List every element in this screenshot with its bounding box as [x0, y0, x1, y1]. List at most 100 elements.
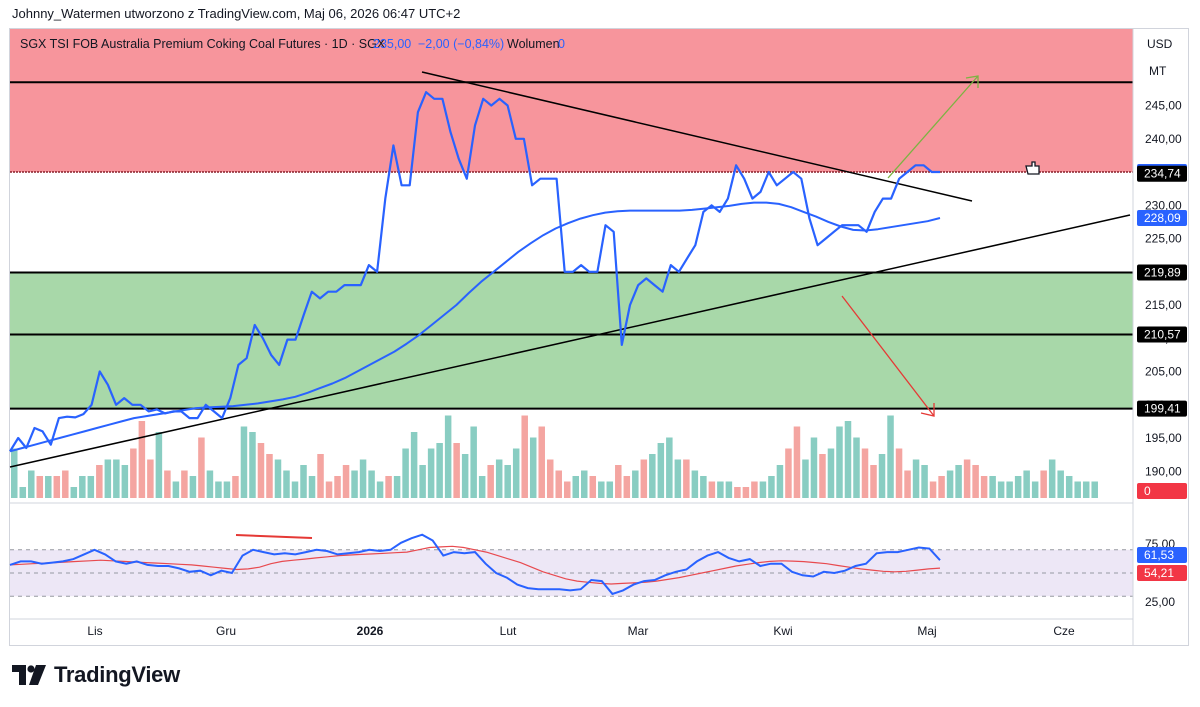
- volume-bar: [138, 421, 146, 498]
- volume-bar: [198, 437, 205, 498]
- volume-bar: [206, 470, 214, 498]
- volume-bar: [581, 470, 588, 498]
- volume-bar: [997, 481, 1005, 498]
- volume-bar: [172, 481, 180, 498]
- volume-bar: [1014, 476, 1022, 498]
- time-tick-label: Lut: [500, 624, 517, 638]
- up-arrow-line: [887, 75, 979, 179]
- volume-bar: [521, 415, 528, 498]
- volume-bar: [300, 465, 307, 498]
- volume-bar: [36, 476, 44, 498]
- volume-bar: [504, 465, 511, 498]
- volume-bar: [274, 459, 282, 498]
- rsi-ma-line[interactable]: [9, 545, 941, 585]
- volume-bar: [734, 487, 741, 498]
- volume-bar: [861, 448, 869, 498]
- tradingview-logo[interactable]: TradingView: [12, 662, 180, 688]
- volume-bar: [700, 476, 707, 498]
- volume-bar: [436, 443, 443, 498]
- level-price-label-bg: [1137, 400, 1187, 417]
- rsi-ma-latest-label: 54,21: [1144, 566, 1174, 580]
- cursor-hand-icon: [1025, 161, 1040, 175]
- volume-bar: [878, 454, 886, 498]
- ascending-trendline[interactable]: [9, 214, 1131, 468]
- volume-bar: [555, 470, 562, 498]
- volume-bar: [342, 465, 350, 498]
- volume-bar: [266, 454, 273, 498]
- volume-bar: [104, 459, 112, 498]
- volume-bar: [742, 487, 750, 498]
- volume-bar: [487, 465, 494, 498]
- volume-bar: [895, 448, 903, 498]
- price-tick-label: 225,00: [1145, 232, 1182, 246]
- volume-bar: [402, 448, 409, 498]
- volume-bar: [683, 459, 690, 498]
- ma-price-label-bg: [1137, 209, 1187, 226]
- volume-bar: [257, 443, 265, 498]
- rsi-line[interactable]: [9, 533, 941, 596]
- volume-bar: [495, 459, 503, 498]
- volume-bar: [827, 448, 835, 498]
- volume-bar: [640, 459, 648, 498]
- volume-bar: [164, 470, 171, 498]
- level-price-label: 199,41: [1144, 402, 1181, 416]
- price-tick-label: 215,00: [1145, 298, 1182, 312]
- down-arrow-head: [920, 403, 935, 417]
- down-arrow-line: [841, 295, 935, 417]
- chart-frame[interactable]: [9, 28, 1189, 646]
- volume-latest-label: 0: [1144, 484, 1151, 498]
- volume-bar: [938, 476, 945, 498]
- volume-bar: [972, 465, 979, 498]
- volume-bar: [1065, 476, 1073, 498]
- price-tick-label: 240,00: [1145, 132, 1182, 146]
- volume-bar: [444, 415, 452, 498]
- volume-bar: [1082, 481, 1090, 498]
- volume-bar: [79, 476, 86, 498]
- volume-bar: [1031, 481, 1039, 498]
- volume-bar: [376, 481, 384, 498]
- price-tick-label: 205,00: [1145, 365, 1182, 379]
- volume-bar: [325, 481, 333, 498]
- volume-bar: [955, 465, 962, 498]
- volume-bar: [708, 481, 716, 498]
- attribution-header: Johnny_Watermen utworzono z TradingView.…: [12, 6, 461, 21]
- currency-label[interactable]: USD: [1147, 37, 1173, 51]
- volume-bar: [980, 476, 988, 498]
- volume-bar: [963, 459, 971, 498]
- trendline-price-label-bg: [1137, 165, 1187, 182]
- time-tick-label: Mar: [628, 624, 649, 638]
- volume-bar: [563, 481, 571, 498]
- volume-bar: [904, 470, 911, 498]
- volume-bar: [19, 487, 27, 498]
- volume-bar: [385, 476, 392, 498]
- rsi-latest-label-bg: [1137, 547, 1187, 563]
- volume-bar: [1074, 481, 1081, 498]
- volume-bar: [70, 487, 78, 498]
- volume-bar: [427, 448, 435, 498]
- volume-bar: [96, 465, 103, 498]
- time-tick-label: Maj: [917, 624, 936, 638]
- volume-bar: [393, 476, 401, 498]
- volume-bar: [887, 415, 894, 498]
- time-tick-label: 2026: [357, 624, 384, 638]
- volume-bar: [419, 465, 426, 498]
- volume-bar: [785, 448, 792, 498]
- level-price-label: 219,89: [1144, 265, 1181, 279]
- volume-bar: [1057, 470, 1064, 498]
- level-price-label-bg: [1137, 264, 1187, 281]
- volume-bar: [87, 476, 95, 498]
- volume-bar: [62, 470, 69, 498]
- descending-trendline[interactable]: [421, 71, 973, 202]
- time-tick-label: Kwi: [773, 624, 792, 638]
- moving-average-line[interactable]: [9, 201, 941, 453]
- volume-bar: [666, 437, 673, 498]
- level-price-label-bg: [1137, 326, 1187, 343]
- volume-latest-label-bg: [1137, 483, 1187, 499]
- volume-bar: [649, 454, 656, 498]
- unit-label[interactable]: MT: [1149, 64, 1167, 78]
- volume-bar: [529, 437, 537, 498]
- volume-bar: [1091, 481, 1098, 498]
- volume-bar: [308, 476, 316, 498]
- legend-change: −2,00 (−0,84%): [418, 37, 504, 51]
